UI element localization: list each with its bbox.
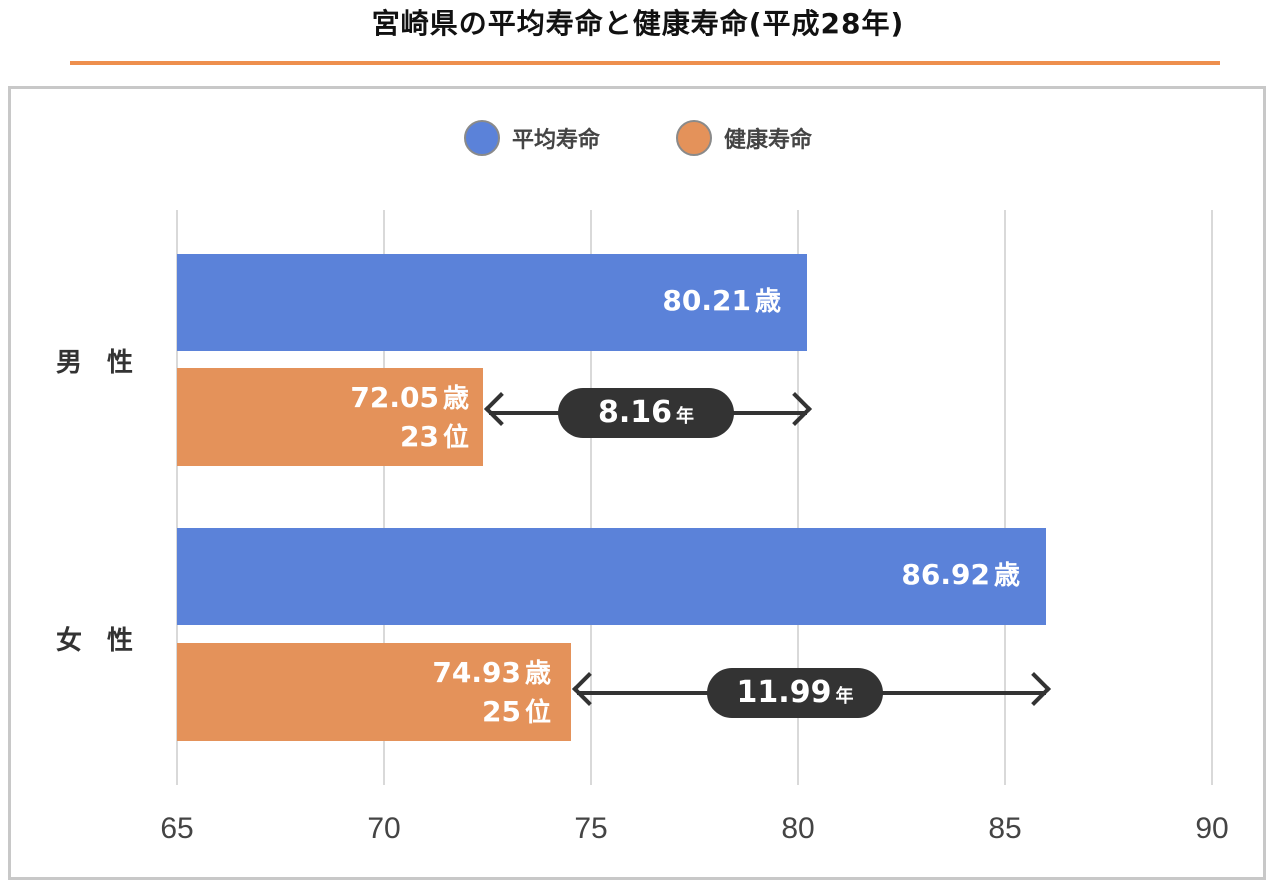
x-tick-label: 65 [160,812,194,845]
rank-number: 25 [482,695,521,728]
gridline [797,210,799,785]
arrow-left-icon [484,392,518,426]
gridline [1004,210,1006,785]
value-unit: 歳 [993,561,1020,591]
x-tick-label: 85 [988,812,1022,845]
legend-label: 健康寿命 [724,128,813,153]
chart-title: 宮崎県の平均寿命と健康寿命(平成28年) [371,7,905,40]
category-label-male: 男 性 [56,348,142,378]
legend-swatch-healthy-icon [676,120,712,156]
value-unit: 歳 [442,384,469,414]
difference-unit: 年 [676,406,695,427]
gridline [176,210,178,785]
difference-number: 11.99 [736,675,832,710]
arrow-right-icon [1017,672,1051,706]
x-tick-label: 75 [574,812,608,845]
rank-number: 23 [400,420,439,453]
category-label-female: 女 性 [56,626,142,656]
value-unit: 歳 [524,659,551,689]
difference-badge: 11.99 年 [707,668,883,718]
difference-number: 8.16 [597,395,673,430]
difference-arrow-female: 11.99 年 [571,668,1052,718]
arrow-left-icon [572,672,606,706]
gridline [1211,210,1213,785]
bar-male-average: 80.21 歳 [177,254,807,351]
difference-arrow-male: 8.16 年 [483,388,813,438]
legend-item-healthy: 健康寿命 [676,120,812,156]
chart-frame [8,86,1266,880]
bar-value-label: 72.05 歳 23 位 [350,379,469,457]
title-underline [70,61,1220,65]
bar-female-average: 86.92 歳 [177,528,1046,625]
value-number: 74.93 [432,656,521,689]
difference-badge: 8.16 年 [558,388,734,438]
bar-value-label: 74.93 歳 25 位 [432,654,551,732]
value-unit: 歳 [754,287,781,317]
legend-item-average: 平均寿命 [464,120,600,156]
bar-female-healthy: 74.93 歳 25 位 [177,643,571,741]
bar-male-healthy: 72.05 歳 23 位 [177,368,483,466]
value-number: 86.92 [901,558,990,591]
bar-value-label: 86.92 歳 [901,556,1020,595]
difference-unit: 年 [835,686,854,707]
gridline [383,210,385,785]
gridline [590,210,592,785]
x-tick-label: 70 [367,812,401,845]
value-number: 80.21 [662,284,751,317]
value-number: 72.05 [350,381,439,414]
legend-label: 平均寿命 [512,128,601,153]
bar-value-label: 80.21 歳 [662,282,781,321]
legend-swatch-average-icon [464,120,500,156]
x-tick-label: 90 [1195,812,1229,845]
rank-unit: 位 [524,698,551,728]
rank-unit: 位 [442,423,469,453]
x-tick-label: 80 [781,812,815,845]
legend: 平均寿命 健康寿命 [0,120,1276,164]
arrow-right-icon [778,392,812,426]
